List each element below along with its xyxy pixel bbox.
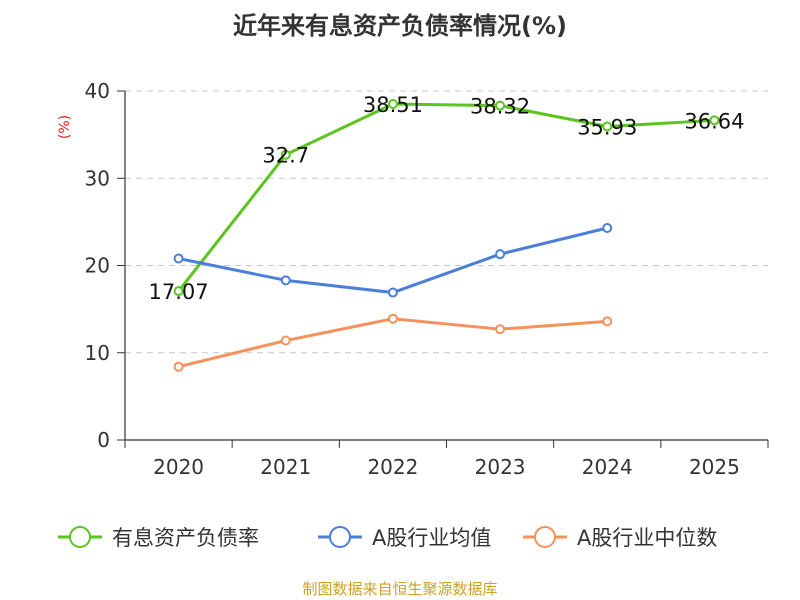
data-point <box>387 287 398 298</box>
y-tick-label: 40 <box>85 79 110 103</box>
x-tick-label: 2021 <box>260 455 311 479</box>
legend-label: 有息资产负债率 <box>112 526 259 550</box>
gridlines <box>125 90 768 354</box>
axes: 0 10 20 30 40 (%) 2020 2021 2022 2023 2024 2025 <box>57 79 769 479</box>
data-point <box>173 286 184 297</box>
x-tick-label: 2025 <box>689 455 740 479</box>
data-point <box>173 361 184 372</box>
data-point <box>387 313 398 324</box>
data-point <box>173 253 184 264</box>
data-label: 17.07 <box>149 280 209 304</box>
x-tick-label: 2020 <box>153 455 204 479</box>
data-point <box>495 324 506 335</box>
y-tick-label: 20 <box>85 254 110 278</box>
legend-label: A股行业均值 <box>372 526 491 550</box>
data-label: 35.93 <box>577 116 637 140</box>
x-tick-label: 2024 <box>582 455 633 479</box>
series-line <box>178 226 608 295</box>
legend-marker <box>329 526 351 548</box>
y-tick-label: 30 <box>85 166 110 190</box>
data-point <box>495 100 506 111</box>
x-tick-label: 2022 <box>367 455 418 479</box>
data-label: 38.51 <box>363 93 423 117</box>
data-label: 32.7 <box>262 144 309 168</box>
y-axis-title: (%) <box>57 115 73 139</box>
data-point <box>280 335 291 346</box>
series-line <box>177 102 715 292</box>
legend: 有息资产负债率 A股行业均值 A股行业中位数 <box>58 526 717 550</box>
legend-label: A股行业中位数 <box>577 526 717 550</box>
legend-marker <box>534 526 556 548</box>
data-label: 38.32 <box>470 95 530 119</box>
data-point <box>709 115 720 126</box>
y-tick-label: 10 <box>85 341 110 365</box>
data-labels: 17.07 32.7 38.51 38.32 35.93 36.64 <box>149 93 745 304</box>
series <box>173 99 720 372</box>
source-note: 制图数据来自恒生聚源数据库 <box>302 580 498 598</box>
data-point <box>602 316 613 327</box>
y-tick-label: 0 <box>97 428 110 452</box>
data-label: 36.64 <box>684 109 744 133</box>
data-point <box>602 121 613 132</box>
data-point <box>602 222 613 233</box>
data-point <box>280 149 291 160</box>
legend-marker <box>69 526 91 548</box>
chart-title: 近年来有息资产负债率情况(%) <box>233 12 567 40</box>
data-point <box>387 99 398 110</box>
data-point <box>495 249 506 260</box>
data-point <box>280 275 291 286</box>
x-tick-label: 2023 <box>475 455 526 479</box>
series-line <box>178 317 608 369</box>
